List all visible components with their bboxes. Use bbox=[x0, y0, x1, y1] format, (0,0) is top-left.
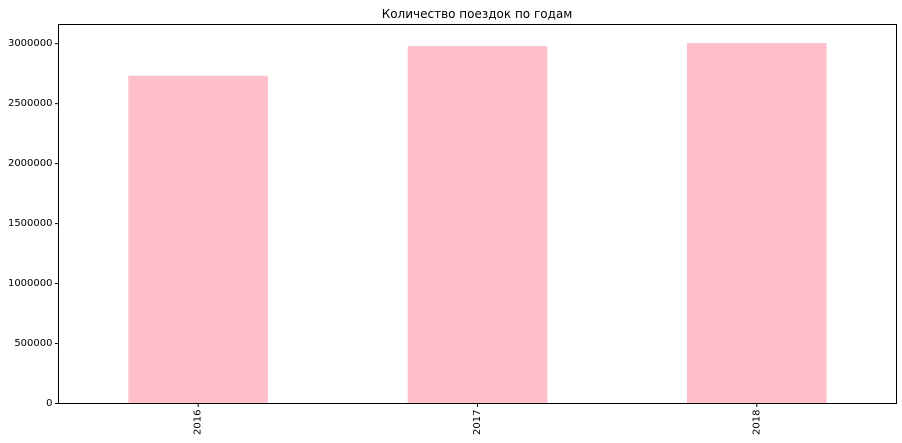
y-tick-label-1000000: 1000000 bbox=[8, 278, 53, 289]
x-tick-label-2016: 2016 bbox=[193, 410, 204, 435]
plot-frame bbox=[58, 24, 897, 404]
bar-2018 bbox=[687, 43, 827, 404]
bars-group bbox=[128, 43, 827, 404]
y-tick-label-3000000: 3000000 bbox=[8, 38, 53, 49]
x-tick-label-2017: 2017 bbox=[472, 410, 483, 435]
y-axis: 0 500000 1000000 1500000 2000000 2500000 30000… bbox=[8, 38, 59, 409]
bar-2017 bbox=[407, 46, 548, 404]
y-tick-label-500000: 500000 bbox=[14, 338, 52, 349]
y-tick-label-0: 0 bbox=[46, 398, 52, 409]
y-tick-label-1500000: 1500000 bbox=[8, 218, 53, 229]
bar-2016 bbox=[128, 75, 268, 404]
y-tick-label-2000000: 2000000 bbox=[8, 158, 53, 169]
chart-title: Количество поездок по годам bbox=[382, 7, 573, 21]
y-tick-label-2500000: 2500000 bbox=[8, 98, 53, 109]
x-tick-label-2018: 2018 bbox=[751, 410, 762, 435]
x-axis: 2016 2017 2018 bbox=[193, 403, 762, 435]
